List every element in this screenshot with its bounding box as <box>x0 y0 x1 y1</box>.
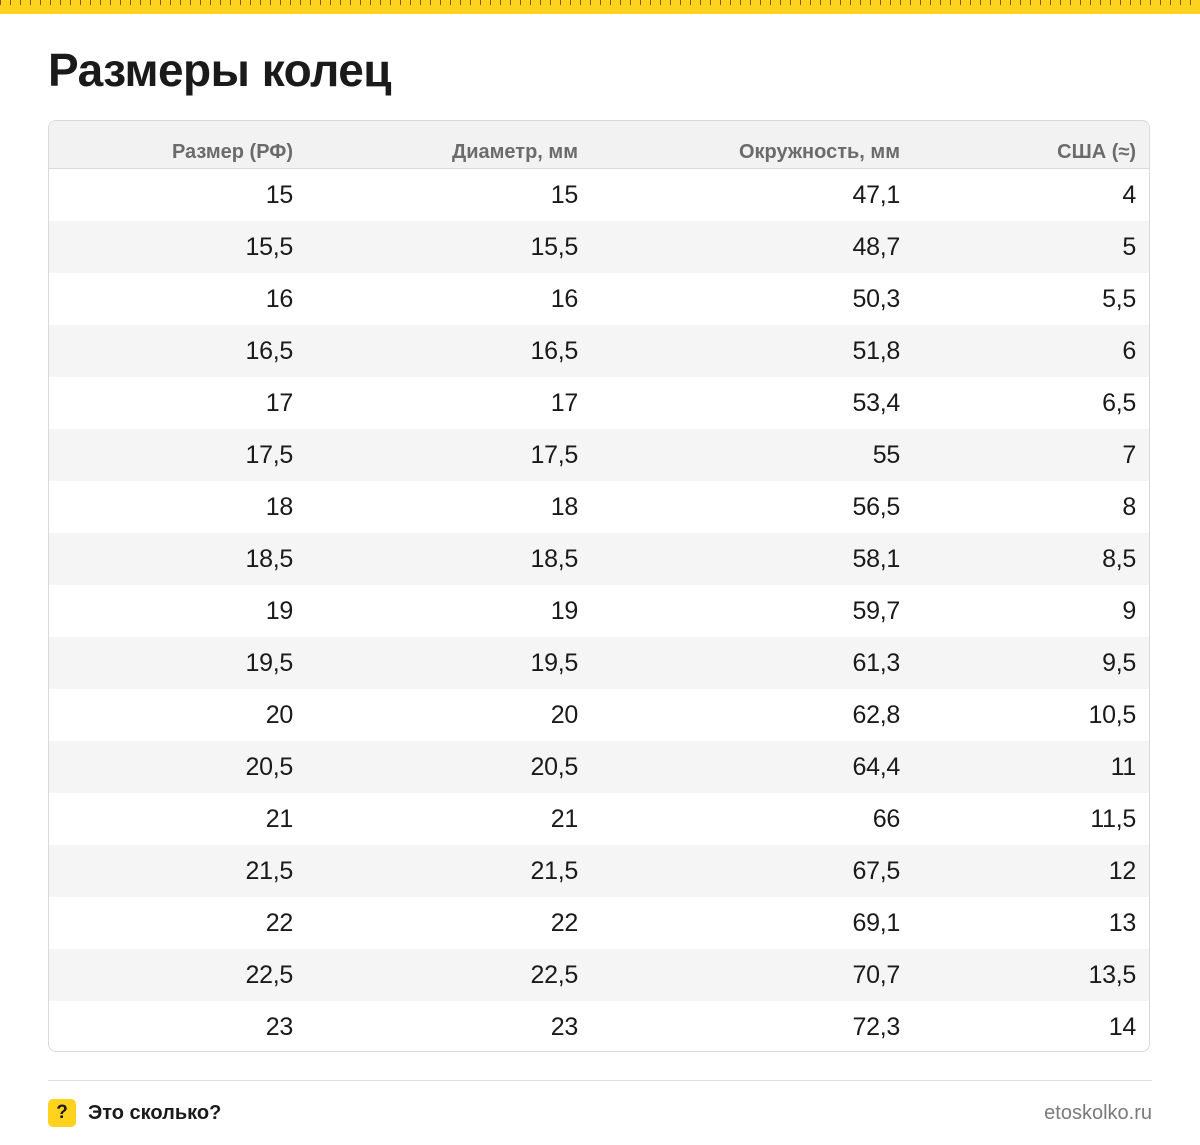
brand-name: Это сколько? <box>88 1102 222 1124</box>
table-row: 15 15 47,1 4 <box>49 169 1149 221</box>
cell-size-ru: 17 <box>265 388 294 417</box>
cell-size-ru: 18,5 <box>245 544 294 573</box>
cell-circumference: 56,5 <box>852 492 901 521</box>
footer-divider <box>48 1080 1152 1081</box>
cell-size-us: 6 <box>1122 336 1136 365</box>
cell-circumference: 51,8 <box>852 336 901 365</box>
cell-circumference: 47,1 <box>852 180 901 209</box>
cell-diameter: 16,5 <box>530 336 579 365</box>
cell-size-us: 13,5 <box>1088 960 1137 989</box>
cell-size-ru: 16,5 <box>245 336 294 365</box>
table-row: 19,5 19,5 61,3 9,5 <box>49 637 1149 689</box>
table-row: 22,5 22,5 70,7 13,5 <box>49 949 1149 1001</box>
cell-size-us: 7 <box>1122 440 1136 469</box>
header-size-us: США (≈) <box>1057 141 1136 163</box>
cell-size-us: 4 <box>1122 180 1136 209</box>
cell-size-us: 11 <box>1110 752 1137 781</box>
cell-diameter: 23 <box>550 1012 579 1041</box>
table-row: 17,5 17,5 55 7 <box>49 429 1149 481</box>
table-row: 22 22 69,1 13 <box>49 897 1149 949</box>
cell-diameter: 15 <box>550 180 579 209</box>
cell-diameter: 20,5 <box>530 752 579 781</box>
cell-circumference: 55 <box>872 440 901 469</box>
cell-circumference: 53,4 <box>852 388 901 417</box>
cell-size-ru: 22 <box>265 908 294 937</box>
cell-diameter: 15,5 <box>530 232 579 261</box>
cell-circumference: 66 <box>872 804 901 833</box>
cell-size-ru: 22,5 <box>245 960 294 989</box>
table-row: 17 17 53,4 6,5 <box>49 377 1149 429</box>
table-row: 21 21 66 11,5 <box>49 793 1149 845</box>
table-row: 18 18 56,5 8 <box>49 481 1149 533</box>
cell-circumference: 61,3 <box>852 648 901 677</box>
header-diameter: Диаметр, мм <box>451 141 578 163</box>
cell-size-us: 5 <box>1122 232 1136 261</box>
cell-circumference: 62,8 <box>852 700 901 729</box>
site-url: etoskolko.ru <box>1044 1102 1152 1124</box>
cell-size-ru: 18 <box>265 492 294 521</box>
cell-size-ru: 17,5 <box>245 440 294 469</box>
cell-diameter: 22 <box>550 908 579 937</box>
cell-diameter: 16 <box>550 284 579 313</box>
table-row: 16 16 50,3 5,5 <box>49 273 1149 325</box>
cell-diameter: 19 <box>550 596 579 625</box>
cell-diameter: 22,5 <box>530 960 579 989</box>
cell-diameter: 20 <box>550 700 579 729</box>
table-body: 15 15 47,1 4 15,5 15,5 48,7 5 16 16 50,3 5,5 16,5 16,… <box>49 169 1149 1051</box>
cell-circumference: 67,5 <box>852 856 901 885</box>
table-row: 15,5 15,5 48,7 5 <box>49 221 1149 273</box>
cell-circumference: 69,1 <box>852 908 901 937</box>
cell-size-us: 10,5 <box>1088 700 1137 729</box>
cell-diameter: 19,5 <box>530 648 579 677</box>
cell-size-us: 13 <box>1108 908 1137 937</box>
cell-size-us: 12 <box>1108 856 1137 885</box>
cell-size-us: 14 <box>1108 1012 1137 1041</box>
cell-size-ru: 15 <box>265 180 294 209</box>
header-circumference: Окружность, мм <box>738 141 900 163</box>
page-title: Размеры колец <box>48 44 392 96</box>
cell-size-us: 8 <box>1122 492 1136 521</box>
cell-circumference: 64,4 <box>852 752 901 781</box>
cell-size-ru: 19 <box>265 596 294 625</box>
ruler-decoration <box>0 0 1200 14</box>
cell-size-ru: 16 <box>265 284 294 313</box>
cell-size-ru: 21,5 <box>245 856 294 885</box>
cell-size-ru: 15,5 <box>245 232 294 261</box>
cell-size-us: 9,5 <box>1102 648 1136 677</box>
table-row: 21,5 21,5 67,5 12 <box>49 845 1149 897</box>
cell-size-ru: 21 <box>265 804 294 833</box>
cell-size-us: 5,5 <box>1102 284 1136 313</box>
cell-circumference: 50,3 <box>852 284 901 313</box>
table-row: 23 23 72,3 14 <box>49 1001 1149 1051</box>
cell-size-us: 8,5 <box>1102 544 1136 573</box>
cell-size-ru: 23 <box>265 1012 294 1041</box>
cell-diameter: 17,5 <box>530 440 579 469</box>
cell-circumference: 58,1 <box>852 544 901 573</box>
cell-size-us: 11,5 <box>1090 804 1136 833</box>
table-row: 20,5 20,5 64,4 11 <box>49 741 1149 793</box>
question-mark-icon: ? <box>48 1099 76 1127</box>
table-row: 18,5 18,5 58,1 8,5 <box>49 533 1149 585</box>
table-header-row: Размер (РФ) Диаметр, мм Окружность, мм С… <box>49 121 1149 169</box>
cell-circumference: 48,7 <box>852 232 901 261</box>
table-row: 16,5 16,5 51,8 6 <box>49 325 1149 377</box>
cell-diameter: 18 <box>550 492 579 521</box>
table-row: 19 19 59,7 9 <box>49 585 1149 637</box>
ring-size-table: Размер (РФ) Диаметр, мм Окружность, мм С… <box>48 120 1150 1052</box>
table-row: 20 20 62,8 10,5 <box>49 689 1149 741</box>
cell-size-ru: 19,5 <box>245 648 294 677</box>
cell-size-ru: 20,5 <box>245 752 294 781</box>
cell-size-us: 6,5 <box>1102 388 1136 417</box>
cell-size-us: 9 <box>1122 596 1136 625</box>
cell-diameter: 21 <box>550 804 579 833</box>
cell-diameter: 18,5 <box>530 544 579 573</box>
cell-size-ru: 20 <box>265 700 294 729</box>
cell-circumference: 70,7 <box>852 960 901 989</box>
cell-circumference: 59,7 <box>852 596 901 625</box>
cell-diameter: 17 <box>550 388 579 417</box>
cell-circumference: 72,3 <box>852 1012 901 1041</box>
cell-diameter: 21,5 <box>530 856 579 885</box>
header-size-ru: Размер (РФ) <box>171 141 293 163</box>
